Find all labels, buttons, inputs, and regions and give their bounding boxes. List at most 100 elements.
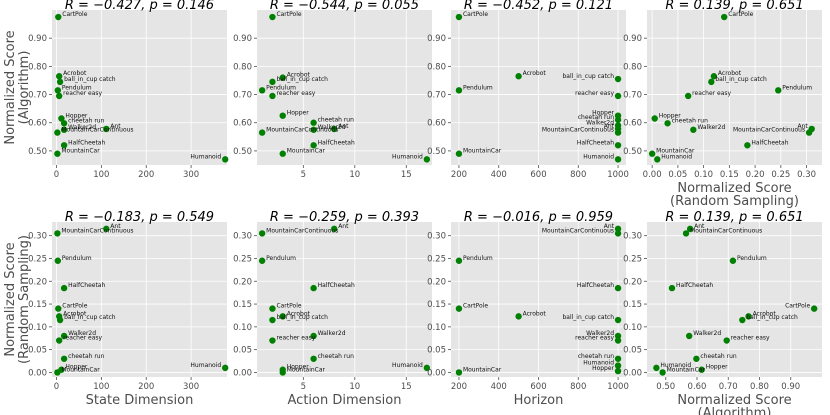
- point-label: Walker2d: [693, 330, 721, 337]
- x-tick-label: 10: [349, 170, 360, 180]
- data-point: [310, 284, 317, 292]
- point-label: CartPole: [728, 11, 753, 18]
- scatter-panel-7: 200 400 600 800 1000 0.00 0.05 0.10 0.15 0.20 0.25…: [427, 210, 629, 408]
- y-tick-label: 0.15: [233, 300, 252, 310]
- data-point: [654, 156, 661, 163]
- data-point: [614, 156, 622, 163]
- x-tick-label: 0.30: [797, 170, 816, 180]
- point-label: ball_in_cup catch: [562, 73, 614, 80]
- data-point: [614, 367, 622, 375]
- x-tick-label: 800: [570, 382, 586, 392]
- y-tick-label: 0.05: [233, 346, 252, 356]
- data-point: [614, 92, 622, 100]
- point-label: Ant: [338, 223, 349, 230]
- data-point: [331, 225, 338, 233]
- point-label: Humanoid: [190, 362, 221, 369]
- y-tick-label: 0.50: [623, 147, 642, 157]
- y-tick-label: 0.70: [623, 91, 642, 101]
- data-point: [739, 316, 746, 324]
- x-tick-label: 0.15: [720, 170, 739, 180]
- scatter-panel-5: 0 100 200 300 0.00 0.05 0.10 0.15 0.20 0.25 0.30 R …: [3, 210, 229, 408]
- point-label: ball_in_cup catch: [562, 314, 614, 321]
- x-axis-label: Normalized Score (Random Sampling): [670, 181, 799, 209]
- y-tick-label: 0.10: [28, 323, 47, 333]
- point-label: CartPole: [785, 303, 810, 310]
- y-tick-label: 0.15: [28, 300, 47, 310]
- plot-area: [52, 10, 227, 165]
- data-point: [279, 112, 286, 119]
- point-label: Walker2d: [586, 330, 614, 337]
- point-label: Pendulum: [266, 255, 296, 262]
- point-label: MountainCar: [61, 148, 100, 155]
- x-tick-label: 0.20: [746, 170, 765, 180]
- x-tick-label: 0.60: [688, 382, 707, 392]
- x-tick-label: 200: [138, 382, 154, 392]
- data-point: [310, 126, 317, 133]
- point-label: MountainCar: [287, 366, 326, 373]
- y-tick-label: 0.80: [28, 62, 47, 72]
- data-point: [55, 337, 63, 344]
- data-point: [269, 78, 276, 86]
- point-label: Pendulum: [62, 84, 92, 91]
- x-tick-label: 600: [530, 170, 546, 180]
- point-label: Humanoid: [392, 362, 423, 369]
- point-label: Walker2d: [586, 120, 614, 127]
- data-point: [614, 225, 622, 233]
- y-tick-label: 0.20: [28, 277, 47, 287]
- data-point: [729, 257, 737, 264]
- point-label: MountainCarContinuous: [690, 227, 762, 234]
- x-tick-label: 400: [491, 382, 507, 392]
- point-label: reacher easy: [63, 335, 102, 342]
- point-label: HalfCheetah: [318, 139, 355, 146]
- x-tick-label: 100: [93, 382, 109, 392]
- point-label: CartPole: [463, 303, 488, 310]
- y-axis-label: Normalized Score(Random Sampling): [3, 235, 32, 364]
- point-label: Pendulum: [782, 84, 812, 91]
- y-tick-label: 0.05: [28, 346, 47, 356]
- data-point: [56, 78, 64, 86]
- x-tick-label: 5: [301, 382, 306, 392]
- data-point: [279, 369, 286, 376]
- data-point: [222, 156, 229, 163]
- y-tick-label: 0.70: [233, 91, 252, 101]
- panel-title: R = −0.183, p = 0.549: [65, 210, 214, 225]
- point-label: MountainCarContinuous: [266, 227, 338, 234]
- data-point: [58, 115, 65, 122]
- plot-area: [257, 10, 432, 165]
- point-label: MountainCarContinuous: [61, 227, 133, 234]
- x-tick-label: 0.25: [771, 170, 790, 180]
- y-tick-label: 0.20: [233, 277, 252, 287]
- y-tick-label: 0.90: [233, 34, 252, 44]
- data-point: [60, 355, 68, 362]
- point-label: MountainCarContinuous: [733, 127, 805, 134]
- x-tick-label: 300: [183, 382, 199, 392]
- data-point: [331, 125, 338, 133]
- y-tick-label: 0.60: [623, 119, 642, 129]
- point-label: Hopper: [706, 364, 728, 371]
- data-point: [614, 316, 622, 324]
- point-label: Acrobot: [63, 310, 87, 317]
- x-tick-label: 0.05: [668, 170, 687, 180]
- data-point: [55, 305, 62, 312]
- data-point: [745, 313, 752, 320]
- data-point: [423, 156, 431, 163]
- data-point: [103, 225, 110, 233]
- point-label: reacher easy: [276, 90, 315, 97]
- point-label: Pendulum: [266, 84, 296, 91]
- y-tick-label: 0.25: [623, 254, 642, 264]
- point-label: reacher easy: [276, 335, 315, 342]
- y-tick-label: 0.05: [427, 346, 446, 356]
- y-tick-label: 0.00: [28, 368, 47, 378]
- data-point: [614, 355, 622, 362]
- point-label: reacher easy: [575, 335, 614, 342]
- x-tick-label: 0.00: [643, 170, 662, 180]
- point-label: Walker2d: [68, 330, 96, 337]
- point-label: cheetah run: [578, 114, 614, 121]
- point-label: MountainCarContinuous: [266, 127, 338, 134]
- data-point: [805, 129, 813, 136]
- point-label: cheetah run: [672, 117, 708, 124]
- x-tick-label: 100: [93, 170, 109, 180]
- data-point: [54, 129, 61, 136]
- data-point: [614, 116, 622, 124]
